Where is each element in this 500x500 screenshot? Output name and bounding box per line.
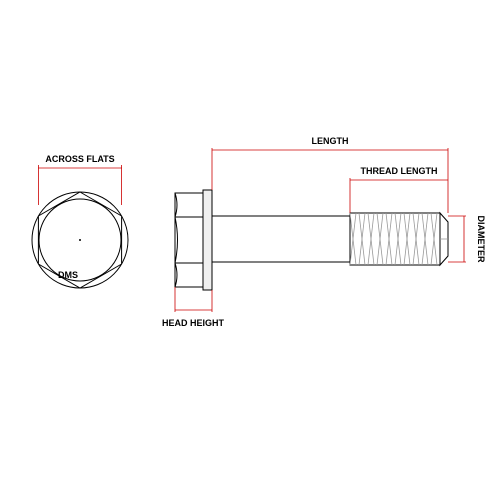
label-across-flats: ACROSS FLATS	[45, 154, 114, 164]
front-view	[32, 192, 128, 288]
bolt-diagram: ACROSS FLATS DMS	[0, 0, 500, 500]
side-view	[175, 190, 448, 290]
label-diameter: DIAMETER	[476, 216, 486, 264]
dim-thread-length	[350, 178, 448, 213]
dim-diameter	[448, 216, 466, 262]
dim-length	[212, 148, 448, 213]
label-thread-length: THREAD LENGTH	[361, 166, 438, 176]
label-head-height: HEAD HEIGHT	[162, 318, 225, 328]
label-dms: DMS	[58, 270, 78, 280]
label-length: LENGTH	[312, 136, 349, 146]
dim-head-height	[175, 287, 212, 312]
